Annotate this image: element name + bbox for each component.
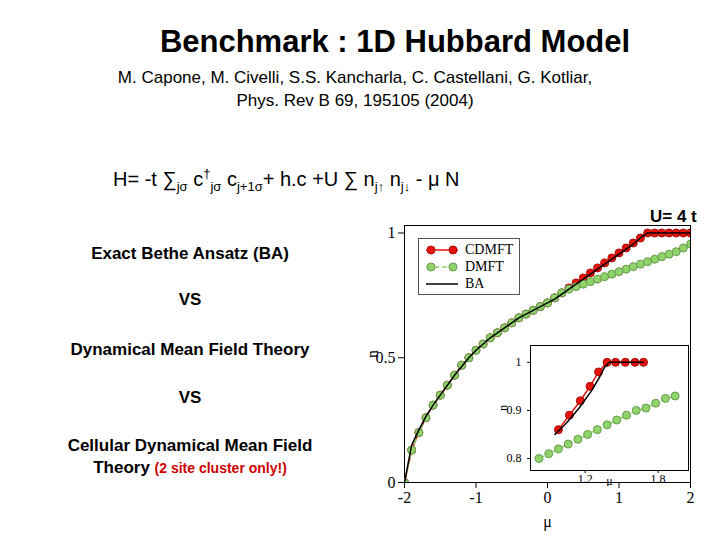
html-text:BA: BA	[465, 275, 485, 291]
html-text:VS: VS	[178, 388, 202, 407]
html-text:Benchmark : 1D Hubbard Model: Benchmark : 1D Hubbard Model	[159, 24, 631, 59]
svg-text:1: 1	[388, 224, 396, 241]
svg-text:1: 1	[516, 355, 522, 369]
svg-text:μ: μ	[606, 474, 612, 487]
svg-text:n: n	[364, 350, 381, 358]
svg-text:n: n	[496, 405, 510, 411]
html-text:U= 4 t: U= 4 t	[650, 207, 697, 226]
html-text:Cellular Dynamical Mean Field: Cellular Dynamical Mean Field	[67, 436, 313, 455]
html-text:H= -t ∑jσc†: H= -t ∑jσc†	[113, 166, 211, 194]
html-text:M. Capone, M. Civelli, S.S. Ka: M. Capone, M. Civelli, S.S. Kancharla, C…	[117, 68, 593, 87]
svg-text:0.5: 0.5	[375, 348, 396, 366]
svg-text:1.2: 1.2	[578, 472, 593, 486]
svg-text:μ: μ	[543, 513, 552, 531]
svg-text:0: 0	[388, 474, 396, 491]
html-text:Theory(2 site cluster only!): Theory(2 site cluster only!)	[93, 458, 287, 477]
html-text:CDMFT: CDMFT	[465, 241, 514, 257]
svg-text:0.9: 0.9	[506, 403, 522, 418]
html-text:jσcj+1σ+ h.c +U ∑ nj↑nj↓- μ N: jσcj+1σ+ h.c +U ∑ nj↑nj↓- μ N	[210, 167, 460, 194]
html-text:Exact Bethe Ansatz (BA): Exact Bethe Ansatz (BA)	[91, 244, 289, 263]
html-text:Dynamical Mean Field Theory: Dynamical Mean Field Theory	[70, 340, 310, 359]
svg-text:2: 2	[687, 489, 695, 506]
svg-text:-2: -2	[398, 489, 411, 506]
html-text:DMFT: DMFT	[465, 258, 504, 274]
svg-text:-1: -1	[469, 489, 482, 506]
svg-text:1: 1	[615, 489, 623, 506]
svg-text:0: 0	[544, 489, 552, 506]
html-text:Phys. Rev B 69, 195105 (2004): Phys. Rev B 69, 195105 (2004)	[236, 91, 474, 110]
html-text:VS: VS	[178, 290, 202, 309]
svg-text:0.8: 0.8	[507, 451, 522, 465]
svg-text:1.8: 1.8	[651, 472, 666, 486]
